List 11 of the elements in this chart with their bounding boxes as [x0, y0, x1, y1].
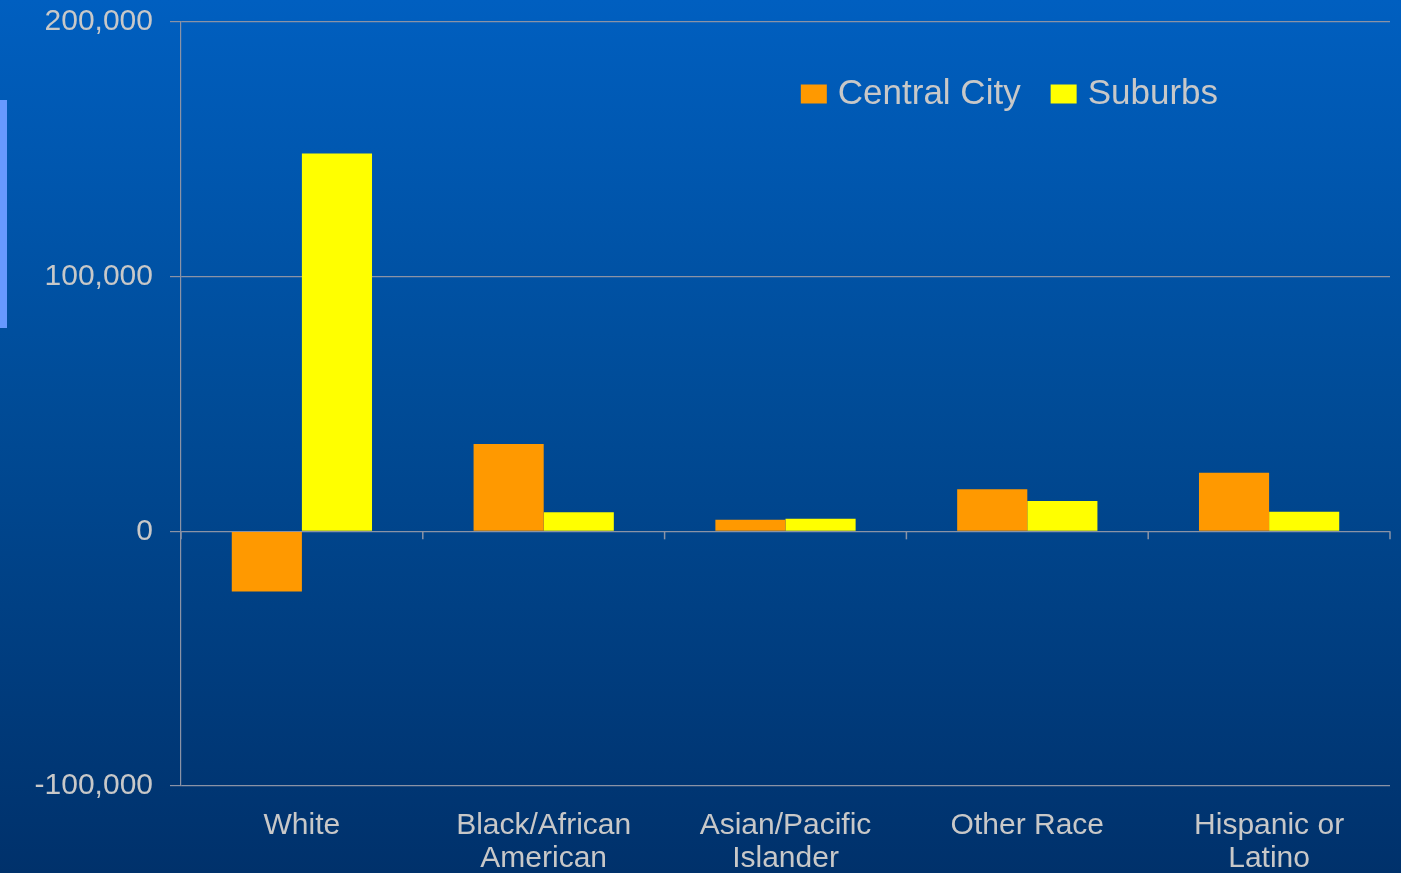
y-tick-label: 200,000	[44, 3, 153, 37]
legend-label: Central City	[837, 71, 1022, 111]
x-tick-label: Asian/Pacific Islander	[699, 806, 872, 873]
legend-label: Suburbs	[1087, 71, 1219, 111]
x-tick-label: Black/African American	[456, 806, 632, 873]
y-tick-label: 100,000	[44, 257, 153, 291]
y-tick-label: 0	[136, 512, 153, 546]
x-tick-label: White	[263, 806, 341, 840]
x-tick-label: Other Race	[950, 806, 1104, 840]
x-tick-label: Hispanic or Latino	[1194, 806, 1345, 873]
y-tick-label: -100,000	[34, 767, 153, 801]
